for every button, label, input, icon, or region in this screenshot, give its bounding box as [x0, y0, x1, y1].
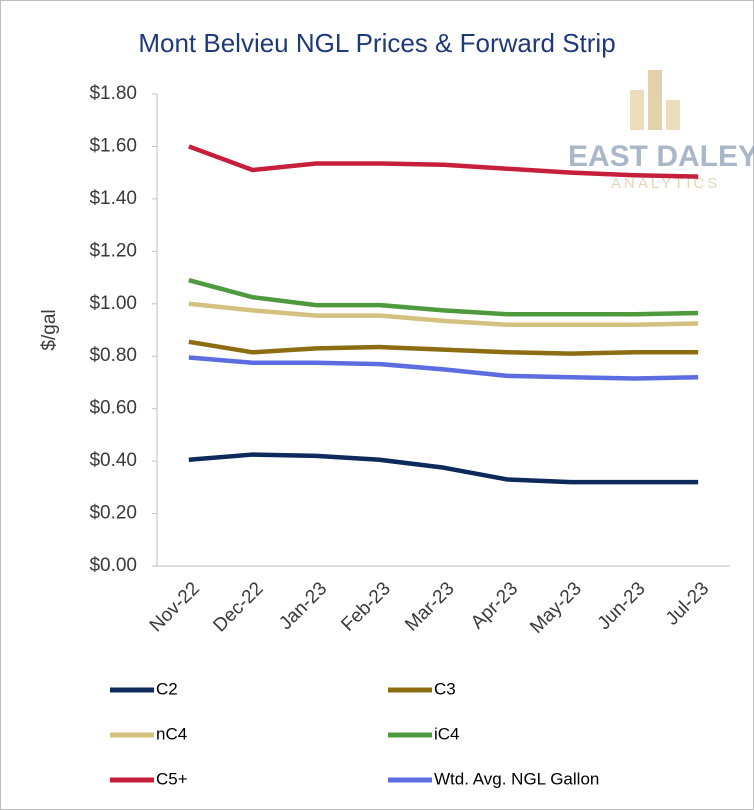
series-line: [188, 452, 699, 485]
y-tick-label: $0.20: [89, 503, 137, 524]
logo-name: EAST DALEY: [568, 140, 754, 173]
series-line: [188, 355, 699, 381]
legend-label: nC4: [156, 724, 187, 743]
y-tick-label: $1.00: [89, 293, 137, 314]
logo-icon: [648, 70, 662, 130]
legend-label: C5+: [156, 769, 188, 788]
series-line: [188, 278, 699, 317]
y-tick-label: $1.60: [89, 135, 137, 156]
y-tick-label: $1.80: [89, 83, 137, 104]
y-tick-label: $0.60: [89, 398, 137, 419]
y-tick-label: $0.40: [89, 450, 137, 471]
logo-icon: [666, 100, 680, 130]
chart-title: Mont Belvieu NGL Prices & Forward Strip: [138, 28, 615, 58]
y-tick-label: $1.20: [89, 240, 137, 261]
legend-label: C2: [156, 679, 178, 698]
series-line: [188, 144, 699, 179]
logo: EAST DALEY ANALYTICS: [568, 70, 754, 192]
y-tick-label: $0.80: [89, 345, 137, 366]
logo-icon: [630, 90, 644, 130]
y-tick-label: $0.00: [89, 555, 137, 576]
y-tick-label: $1.40: [89, 188, 137, 209]
legend-label: C3: [434, 679, 456, 698]
legend-label: Wtd. Avg. NGL Gallon: [434, 769, 599, 788]
y-axis-label: $/gal: [39, 309, 60, 350]
legend-label: iC4: [434, 724, 460, 743]
series-line: [188, 339, 699, 356]
series-line: [188, 301, 699, 328]
logo-tagline: ANALYTICS: [611, 175, 720, 192]
